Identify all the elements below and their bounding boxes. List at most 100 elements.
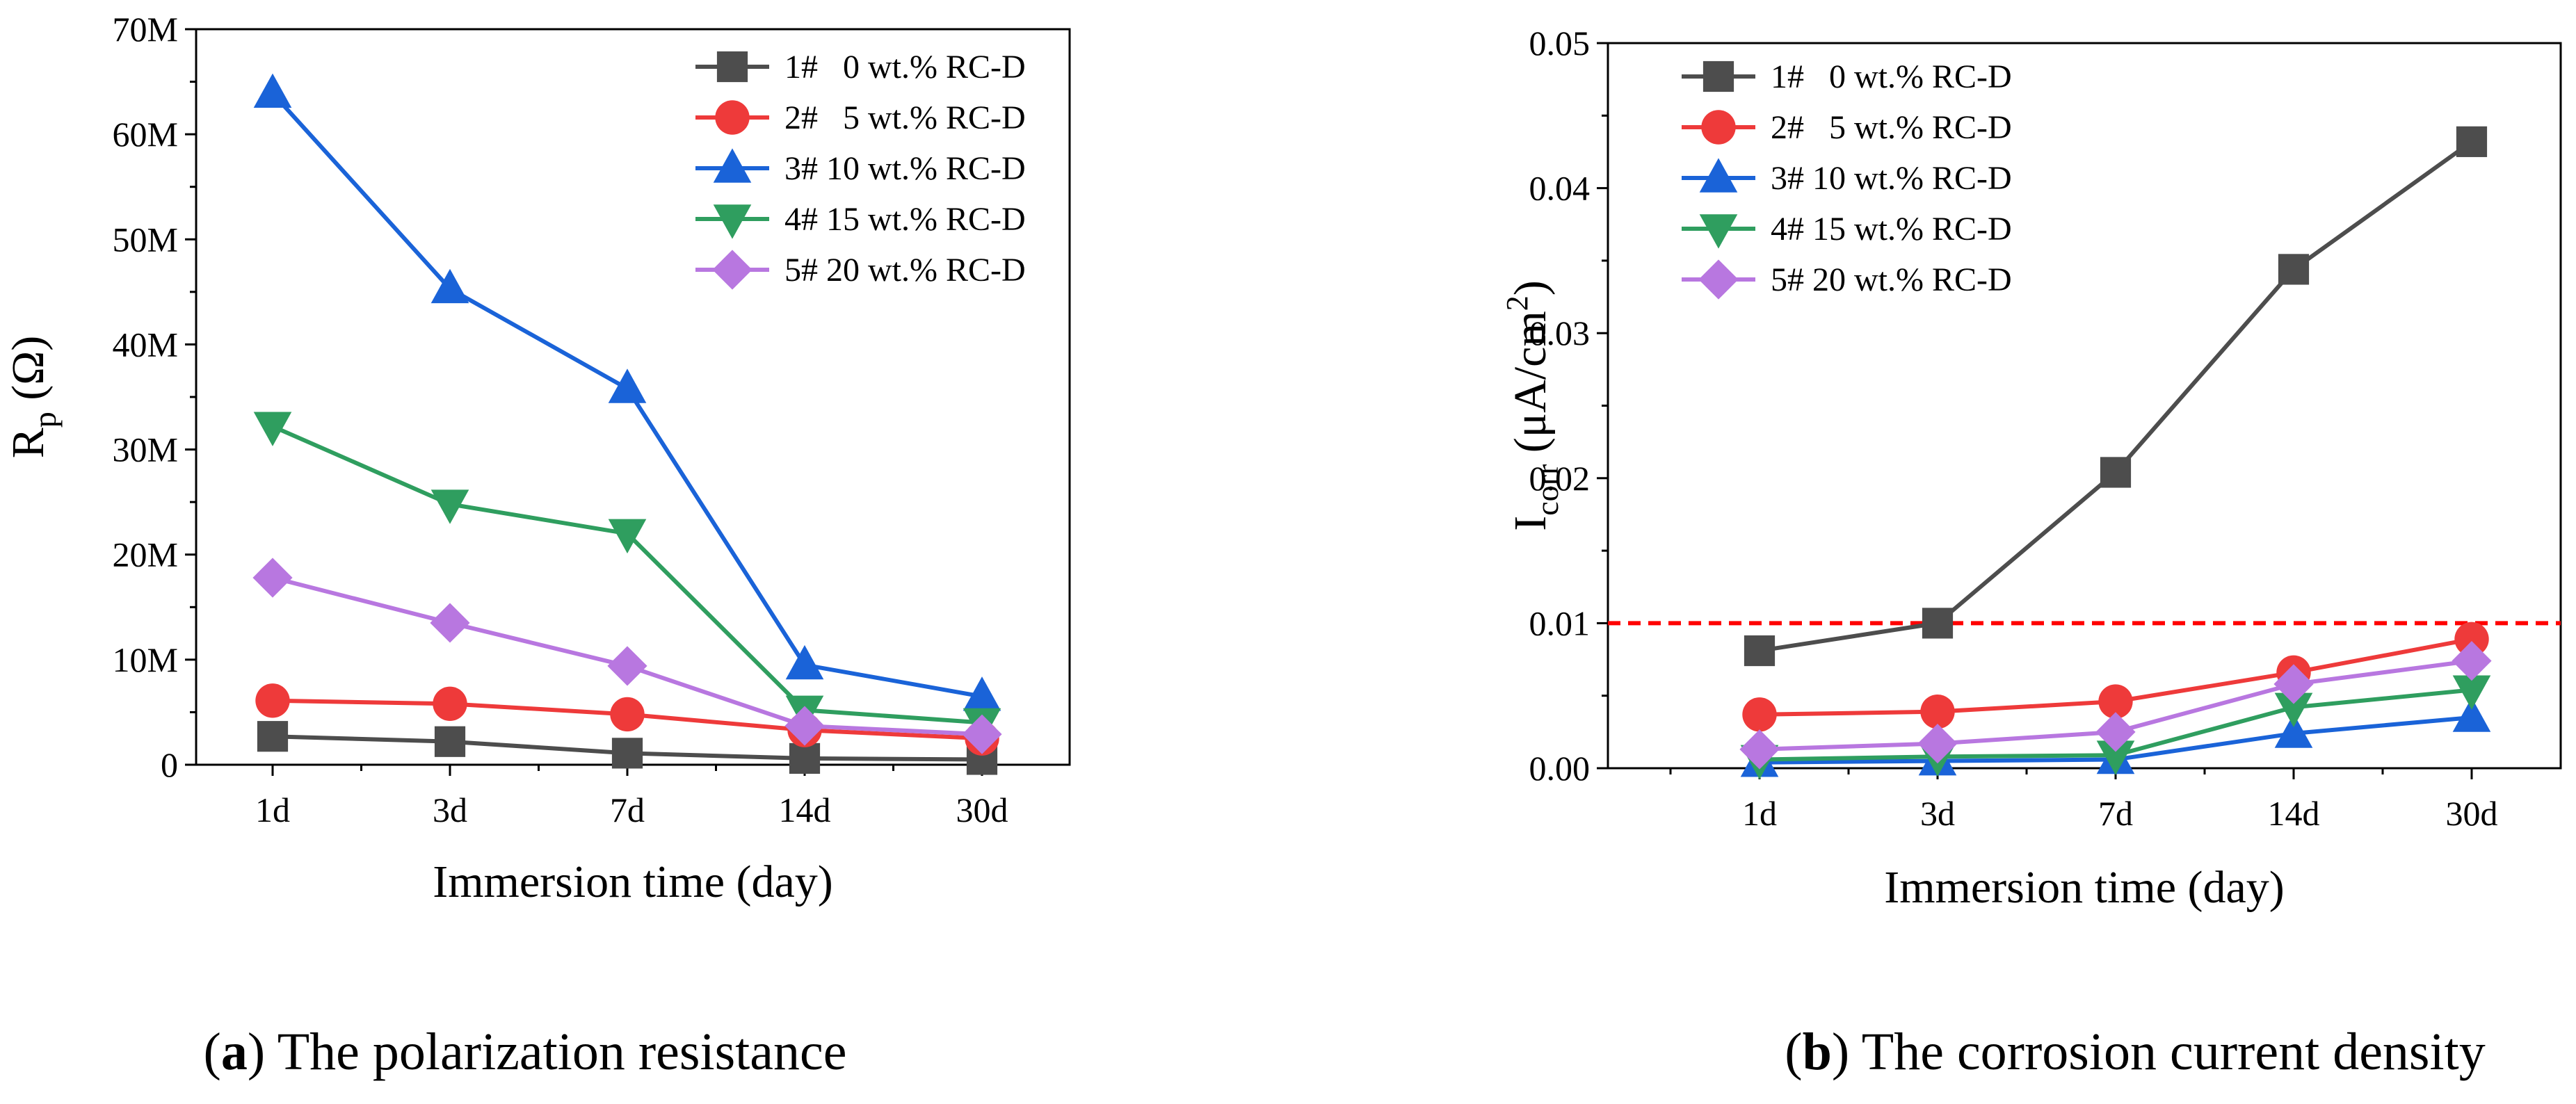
chart-panel-b: 0.00 0.01 0.02 0.03 0.04 0.05 1d 3d 7d 14d 30d 1# 0… [1500,24,2562,913]
y-tick-label: 0.04 [1529,169,1591,208]
x-tick-label: 1d [255,790,290,829]
y-tick-label: 0 [161,745,178,784]
data-point [607,646,647,686]
y-tick-label: 0.00 [1529,749,1591,788]
legend-label: 2# 5 wt.% RC-D [784,99,1026,136]
chart-panel-a: 0 10M 20M 30M 40M 50M 60M 70M 1d 3d 7d 14d 30d 1# 0 w… [3,10,1071,907]
x-axis-title: Immersion time (day) [1884,862,2285,913]
x-axis-title: Immersion time (day) [433,857,833,907]
legend: 1# 0 wt.% RC-D 2# 5 wt.% RC-D 3# 10 wt.% R… [1682,58,2012,300]
data-point [2274,692,2313,727]
legend-label: 4# 15 wt.% RC-D [784,201,1026,238]
data-point [257,721,289,752]
data-point [1742,697,1777,732]
y-tick-label: 10M [113,640,178,679]
y-axis-title-unit: (μA/cm [1505,311,1556,464]
data-point [430,603,470,643]
y-axis-title-sub: corr [1529,464,1565,516]
y-tick-label: 60M [113,115,178,154]
data-point [785,644,824,680]
y-axis-title: Rp (Ω) [3,336,63,459]
data-point [2456,126,2488,157]
series-3 [253,73,1001,711]
data-point [2096,740,2135,775]
y-axis-title-close: ) [1505,280,1556,295]
legend-marker [716,51,748,83]
y-tick-label: 50M [113,220,178,259]
data-point [608,519,647,554]
data-point [611,738,643,769]
y-axis-title-sup: 2 [1500,295,1534,311]
legend-marker [1702,60,1734,92]
data-point [2452,675,2491,710]
legend-label: 5# 20 wt.% RC-D [784,252,1026,289]
legend-marker [1699,214,1738,249]
y-tick-label: 0.03 [1529,314,1591,352]
y-tick-label: 30M [113,430,178,469]
data-point [2452,641,2492,681]
data-point [434,726,466,757]
x-tick-label: 14d [2268,794,2320,833]
legend-label: 2# 5 wt.% RC-D [1771,109,2012,146]
data-point [2274,713,2313,748]
legend-marker [713,204,752,239]
data-point [2095,712,2136,752]
y-axis-title-main: I [1505,516,1556,531]
y-tick-label: 40M [113,325,178,364]
series-4 [253,412,1001,743]
data-point [1744,635,1776,667]
data-point [2278,254,2310,285]
y-axis-title-sub: p [27,412,63,428]
x-tick-label: 30d [956,790,1008,829]
series-5 [252,558,1002,754]
data-point [430,489,469,524]
legend-label: 3# 10 wt.% RC-D [1771,160,2012,197]
data-point [2100,457,2132,488]
series-1 [1744,126,2488,667]
data-point [789,742,821,774]
data-point [252,558,293,598]
legend-marker [715,100,750,135]
y-tick-label: 70M [113,10,178,49]
legend-marker [1698,259,1739,300]
y-tick-label: 0.05 [1529,24,1591,63]
legend-label: 1# 0 wt.% RC-D [1771,58,2012,95]
data-point [253,412,292,446]
data-point [2273,664,2314,704]
legend-marker [713,148,752,183]
y-axis-title: Icorr (μA/cm2) [1500,280,1565,531]
data-point [608,368,647,403]
data-point [963,676,1001,711]
y-axis-title-unit: (Ω) [3,336,54,412]
y-tick-label: 0.02 [1529,459,1591,498]
x-tick-label: 14d [779,790,831,829]
y-tick-label: 0.01 [1529,603,1591,642]
data-point [2454,622,2489,657]
x-tick-label: 1d [1742,794,1777,833]
caption-b: (b) The corrosion current density [1785,1023,2485,1081]
series-1 [257,721,998,775]
legend-marker [1701,110,1736,145]
legend: 1# 0 wt.% RC-D 2# 5 wt.% RC-D 3# 10 wt.% R… [695,49,1026,290]
caption-b-text: The corrosion current density [1862,1023,2486,1081]
data-point [253,73,292,108]
data-point [1920,694,1955,729]
x-tick-label: 7d [2098,794,2133,833]
legend-label: 1# 0 wt.% RC-D [784,49,1026,86]
data-point [962,714,1002,754]
data-point [430,268,469,304]
data-point [784,706,825,746]
y-axis-title-main: R [3,428,54,458]
legend-marker [1699,158,1738,193]
caption-a-text: The polarization resistance [277,1023,847,1081]
data-point [610,697,645,732]
legend-marker [712,250,752,290]
legend-label: 5# 20 wt.% RC-D [1771,261,2012,298]
data-point [1917,723,1958,764]
series-5 [1739,641,2492,770]
data-point [1739,729,1780,770]
data-point [255,683,290,718]
y-tick-label: 20M [113,535,178,574]
data-point [1922,608,1954,639]
